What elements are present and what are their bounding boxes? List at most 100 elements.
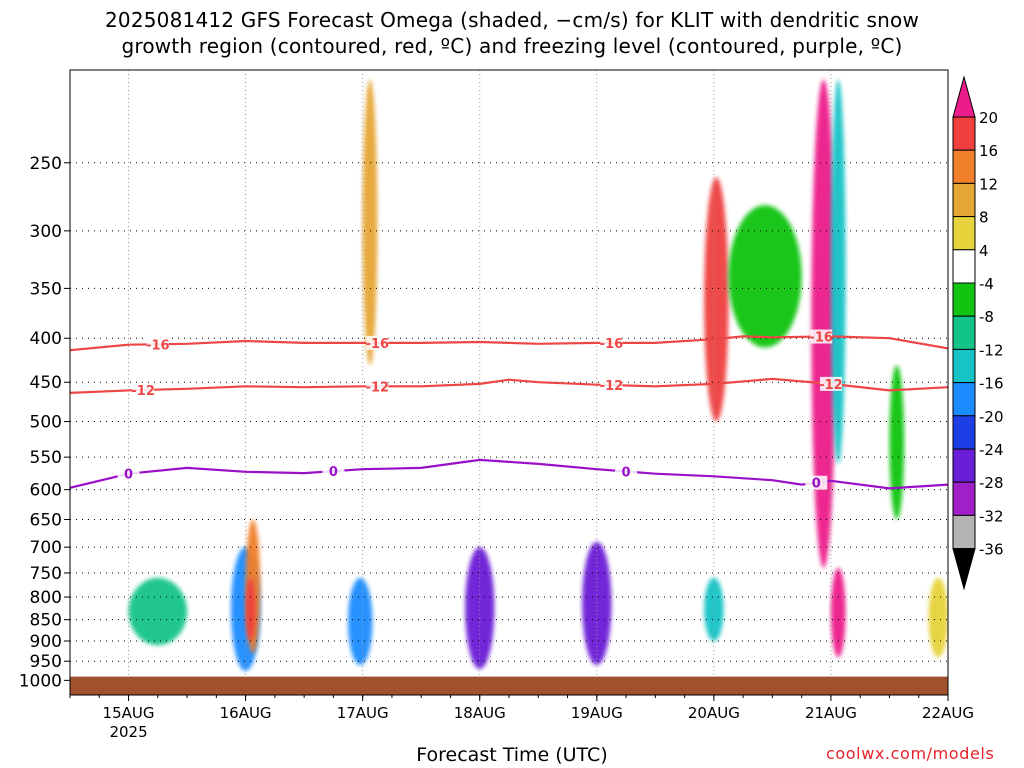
omega-region-13 — [830, 567, 846, 658]
colorbar-band-12 — [952, 182, 976, 218]
colorbar-band--24 — [952, 448, 976, 483]
omega-region-3 — [245, 577, 256, 642]
contour-label-bg-0-0 — [146, 337, 169, 352]
colorbar-label-4: 4 — [979, 242, 989, 260]
contour-label--12-1: -12 — [366, 380, 390, 395]
omega-shading — [128, 79, 948, 671]
colorbar: 20 16 12 8 4 -4 -8 -12 -16 -20 -24 -28 -32 -36 — [952, 75, 1004, 591]
contour-label-bg-1-1 — [366, 379, 389, 394]
y-tick-label-600: 600 — [30, 481, 62, 501]
omega-region-4 — [348, 577, 373, 666]
omega-region-5 — [362, 79, 378, 366]
colorbar-band--8 — [952, 315, 976, 350]
omega-region-8 — [704, 177, 729, 422]
contour-label--12-2: -12 — [600, 379, 624, 394]
contour-label--12-3: -12 — [819, 378, 843, 393]
omega-region-15 — [928, 577, 948, 658]
contour-label-bg-1-0 — [132, 383, 155, 398]
x-tick-label-15AUG: 15AUG — [103, 704, 155, 722]
y-tick-label-800: 800 — [30, 588, 62, 608]
contour-label--16-3: -16 — [809, 331, 833, 346]
contour-label-0-2: 0 — [622, 465, 631, 480]
x-tick-label-19AUG: 19AUG — [571, 704, 623, 722]
contour-label-bg-2-3 — [805, 475, 828, 490]
contour-label-bg-1-3 — [819, 376, 842, 391]
contour--12 — [70, 377, 948, 394]
title-line-1: 2025081412 GFS Forecast Omega (shaded, −… — [104, 8, 920, 32]
colorbar-bottom-arrow — [952, 548, 976, 591]
colorbar-label--4: -4 — [979, 275, 994, 293]
omega-region-14 — [889, 365, 905, 520]
x-tick-label-20AUG: 20AUG — [688, 704, 740, 722]
x-tick-sublabel-15AUG: 2025 — [109, 723, 147, 741]
source-credit: coolwx.com/models — [826, 744, 995, 763]
contour-label-bg-0-1 — [366, 335, 389, 350]
omega-region-0 — [128, 577, 188, 646]
omega-region-10 — [728, 205, 802, 348]
contour-label-bg-0-2 — [600, 335, 623, 350]
y-tick-label-350: 350 — [30, 279, 62, 299]
contour-label-bg-2-1 — [322, 464, 345, 479]
contour-label--16-2: -16 — [600, 337, 624, 352]
colorbar-band-20 — [952, 116, 976, 151]
omega-region-12 — [830, 79, 846, 464]
y-tick-label-550: 550 — [30, 448, 62, 468]
contour-label-0-0: 0 — [124, 468, 133, 483]
colorbar-label-16: 16 — [979, 142, 998, 160]
colorbar-band--20 — [952, 415, 976, 450]
x-tick-label-21AUG: 21AUG — [805, 704, 857, 722]
y-tick-label-750: 750 — [30, 564, 62, 584]
colorbar-band--12 — [952, 348, 976, 384]
y-tick-label-450: 450 — [30, 373, 62, 393]
y-tick-label-650: 650 — [30, 511, 62, 531]
colorbar-band--28 — [952, 481, 976, 516]
x-tick-label-18AUG: 18AUG — [454, 704, 506, 722]
y-tick-label-700: 700 — [30, 538, 62, 558]
colorbar-band-16 — [952, 149, 976, 184]
ground-fill — [70, 676, 948, 695]
contour-label-bg-2-0 — [117, 466, 140, 481]
colorbar-top-arrow — [952, 75, 976, 118]
colorbar-label-20: 20 — [979, 109, 998, 127]
x-tick-label-22AUG: 22AUG — [922, 704, 974, 722]
contour--16 — [70, 335, 948, 352]
colorbar-label--32: -32 — [979, 507, 1004, 525]
colorbar-label--16: -16 — [979, 375, 1004, 393]
omega-region-9 — [704, 577, 724, 642]
colorbar-label--36: -36 — [979, 541, 1004, 559]
contour-label--16-1: -16 — [366, 337, 390, 352]
colorbar-band--16 — [952, 382, 976, 417]
plot-area: -16 -16 -16 -16 -12 -12 -12 -12 0 0 0 0 — [70, 70, 948, 695]
colorbar-label--20: -20 — [979, 408, 1004, 426]
contour-label-bg-1-2 — [600, 378, 623, 393]
colorbar-label-12: 12 — [979, 175, 998, 193]
colorbar-band-4 — [952, 249, 976, 284]
colorbar-band-8 — [952, 216, 976, 251]
x-tick-label-17AUG: 17AUG — [337, 704, 389, 722]
y-tick-label-900: 900 — [30, 632, 62, 652]
x-tick-label-16AUG: 16AUG — [220, 704, 272, 722]
contour-label-0-3: 0 — [812, 477, 821, 492]
y-tick-label-400: 400 — [30, 329, 62, 349]
contour-label--12-0: -12 — [131, 384, 155, 399]
colorbar-label--24: -24 — [979, 441, 1004, 459]
omega-region-6 — [465, 547, 495, 669]
colorbar-band--4 — [952, 282, 976, 317]
contour-label--16-0: -16 — [146, 338, 170, 353]
colorbar-label--12: -12 — [979, 341, 1004, 359]
y-tick-label-500: 500 — [30, 413, 62, 433]
colorbar-band--32 — [952, 514, 976, 550]
title-line-2: growth region (contoured, red, ºC) and f… — [121, 34, 903, 58]
colorbar-label--28: -28 — [979, 474, 1004, 492]
contour-label-0-1: 0 — [329, 465, 338, 480]
y-tick-label-1000: 1000 — [19, 671, 62, 691]
y-tick-label-950: 950 — [30, 652, 62, 672]
colorbar-label-8: 8 — [979, 209, 989, 227]
x-axis-label: Forecast Time (UTC) — [416, 744, 608, 766]
y-tick-label-250: 250 — [30, 154, 62, 174]
omega-region-11 — [811, 79, 836, 568]
colorbar-label--8: -8 — [979, 308, 994, 326]
ground-band — [70, 676, 948, 695]
